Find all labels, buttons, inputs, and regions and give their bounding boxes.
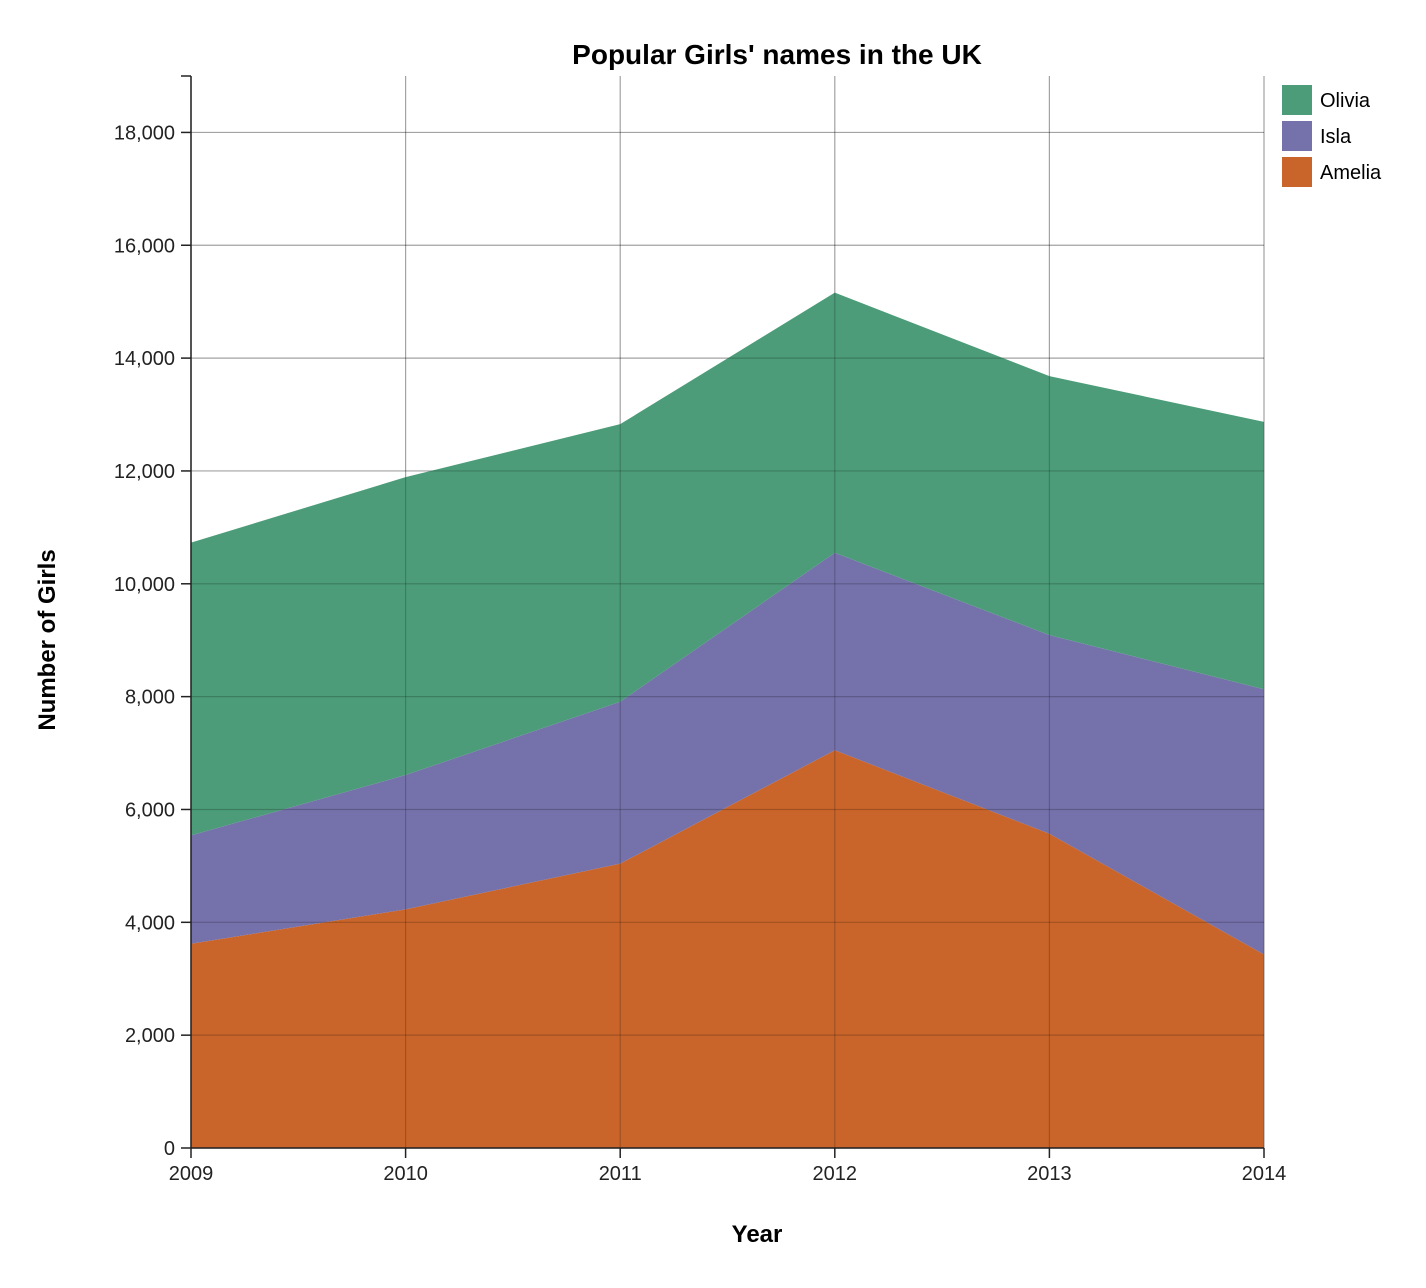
y-tick-label: 6,000 <box>125 799 175 821</box>
y-tick-label: 10,000 <box>114 574 175 596</box>
x-tick-label: 2014 <box>1242 1163 1287 1185</box>
x-tick-label: 2010 <box>383 1163 428 1185</box>
chart-title: Popular Girls' names in the UK <box>572 39 982 70</box>
x-axis-title: Year <box>732 1221 783 1248</box>
legend-label-olivia: Olivia <box>1320 90 1371 112</box>
legend-label-amelia: Amelia <box>1320 162 1382 184</box>
x-tick-label: 2009 <box>169 1163 214 1185</box>
x-tick-label: 2012 <box>813 1163 858 1185</box>
y-tick-label: 18,000 <box>114 122 175 144</box>
y-tick-label: 8,000 <box>125 687 175 709</box>
y-tick-label: 14,000 <box>114 348 175 370</box>
legend: Olivia Isla Amelia <box>1282 85 1382 187</box>
axis-layer: 0 2,000 4,000 6,000 8,000 10,000 12,000 14,000 1… <box>114 75 1287 1185</box>
y-tick-label: 2,000 <box>125 1025 175 1047</box>
area-olivia <box>191 292 1264 836</box>
area-amelia <box>191 750 1264 1148</box>
y-tick-label: 12,000 <box>114 461 175 483</box>
x-tick-label: 2011 <box>599 1163 642 1185</box>
y-axis-title: Number of Girls <box>34 549 61 730</box>
legend-swatch-isla <box>1282 121 1312 151</box>
legend-label-isla: Isla <box>1320 126 1352 148</box>
legend-swatch-olivia <box>1282 85 1312 115</box>
y-tick-label: 4,000 <box>125 912 175 934</box>
legend-swatch-amelia <box>1282 157 1312 187</box>
area-isla <box>191 552 1264 955</box>
y-tick-label: 0 <box>164 1138 175 1160</box>
y-tick-label: 16,000 <box>114 235 175 257</box>
x-tick-label: 2013 <box>1027 1163 1072 1185</box>
area-layer <box>190 76 1265 1149</box>
